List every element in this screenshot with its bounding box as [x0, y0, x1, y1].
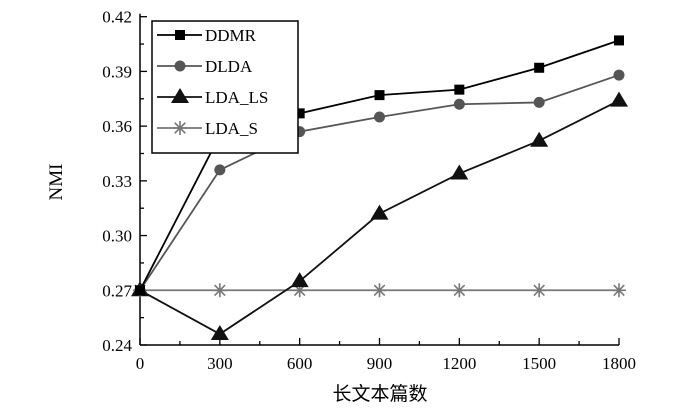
data-point-triangle — [450, 164, 469, 180]
data-point-circle — [453, 98, 465, 110]
x-tick-label: 1200 — [442, 354, 476, 373]
data-point-circle — [214, 164, 226, 176]
x-tick-label: 600 — [287, 354, 313, 373]
data-point-square — [614, 35, 624, 46]
data-point-triangle — [210, 325, 229, 341]
y-tick-label: 0.30 — [102, 227, 132, 246]
data-point-circle — [533, 96, 545, 108]
data-point-square — [374, 90, 385, 101]
legend: DDMR DLDA LDA_LS LDA_S — [151, 20, 299, 154]
x-tick-label: 1800 — [602, 354, 636, 373]
legend-marker-star — [173, 121, 187, 135]
x-tick-label: 0 — [136, 354, 145, 373]
axes: 0 300 600 900 1200 1500 1800 0.24 0.27 0.30 0.33 0.… — [102, 8, 636, 373]
y-tick-label: 0.39 — [102, 62, 132, 81]
legend-label: DDMR — [205, 26, 257, 45]
y-tick-label: 0.36 — [102, 117, 132, 136]
y-tick-label: 0.27 — [102, 281, 132, 300]
data-point-triangle — [370, 204, 389, 220]
data-point-square — [294, 108, 305, 119]
data-point-star — [292, 283, 307, 298]
data-point-circle — [613, 69, 625, 81]
series-lda-s — [133, 283, 626, 298]
data-point-star — [212, 283, 227, 298]
legend-marker-triangle — [171, 88, 189, 103]
y-tick-label: 0.33 — [102, 172, 132, 191]
data-point-star — [372, 283, 387, 298]
data-point-star — [532, 283, 547, 298]
data-point-triangle — [530, 131, 549, 147]
y-tick-label: 0.42 — [102, 8, 132, 27]
data-point-star — [452, 283, 467, 298]
x-tick-label: 300 — [207, 354, 233, 373]
legend-marker-square — [175, 30, 185, 40]
data-point-square — [454, 84, 465, 95]
y-axis-label: NMI — [46, 164, 67, 201]
data-point-triangle — [290, 272, 309, 288]
data-point-square — [135, 285, 145, 296]
legend-label: LDA_S — [205, 119, 258, 138]
data-point-triangle — [610, 91, 628, 107]
data-point-circle — [374, 111, 385, 123]
legend-label: DLDA — [205, 57, 253, 76]
x-tick-label: 1500 — [522, 354, 556, 373]
data-point-star — [612, 283, 626, 298]
x-axis-label: 长文本篇数 — [332, 383, 427, 405]
legend-marker-circle — [174, 60, 186, 72]
legend-label: LDA_LS — [205, 88, 268, 107]
data-point-square — [534, 62, 545, 73]
y-tick-label: 0.24 — [102, 336, 132, 355]
x-tick-label: 900 — [367, 354, 393, 373]
